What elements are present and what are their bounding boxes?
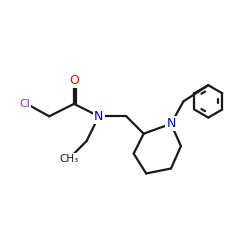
Text: N: N: [166, 117, 176, 130]
Text: CH₃: CH₃: [60, 154, 79, 164]
Text: N: N: [94, 110, 104, 123]
Text: Cl: Cl: [19, 99, 30, 109]
Text: O: O: [69, 74, 79, 87]
